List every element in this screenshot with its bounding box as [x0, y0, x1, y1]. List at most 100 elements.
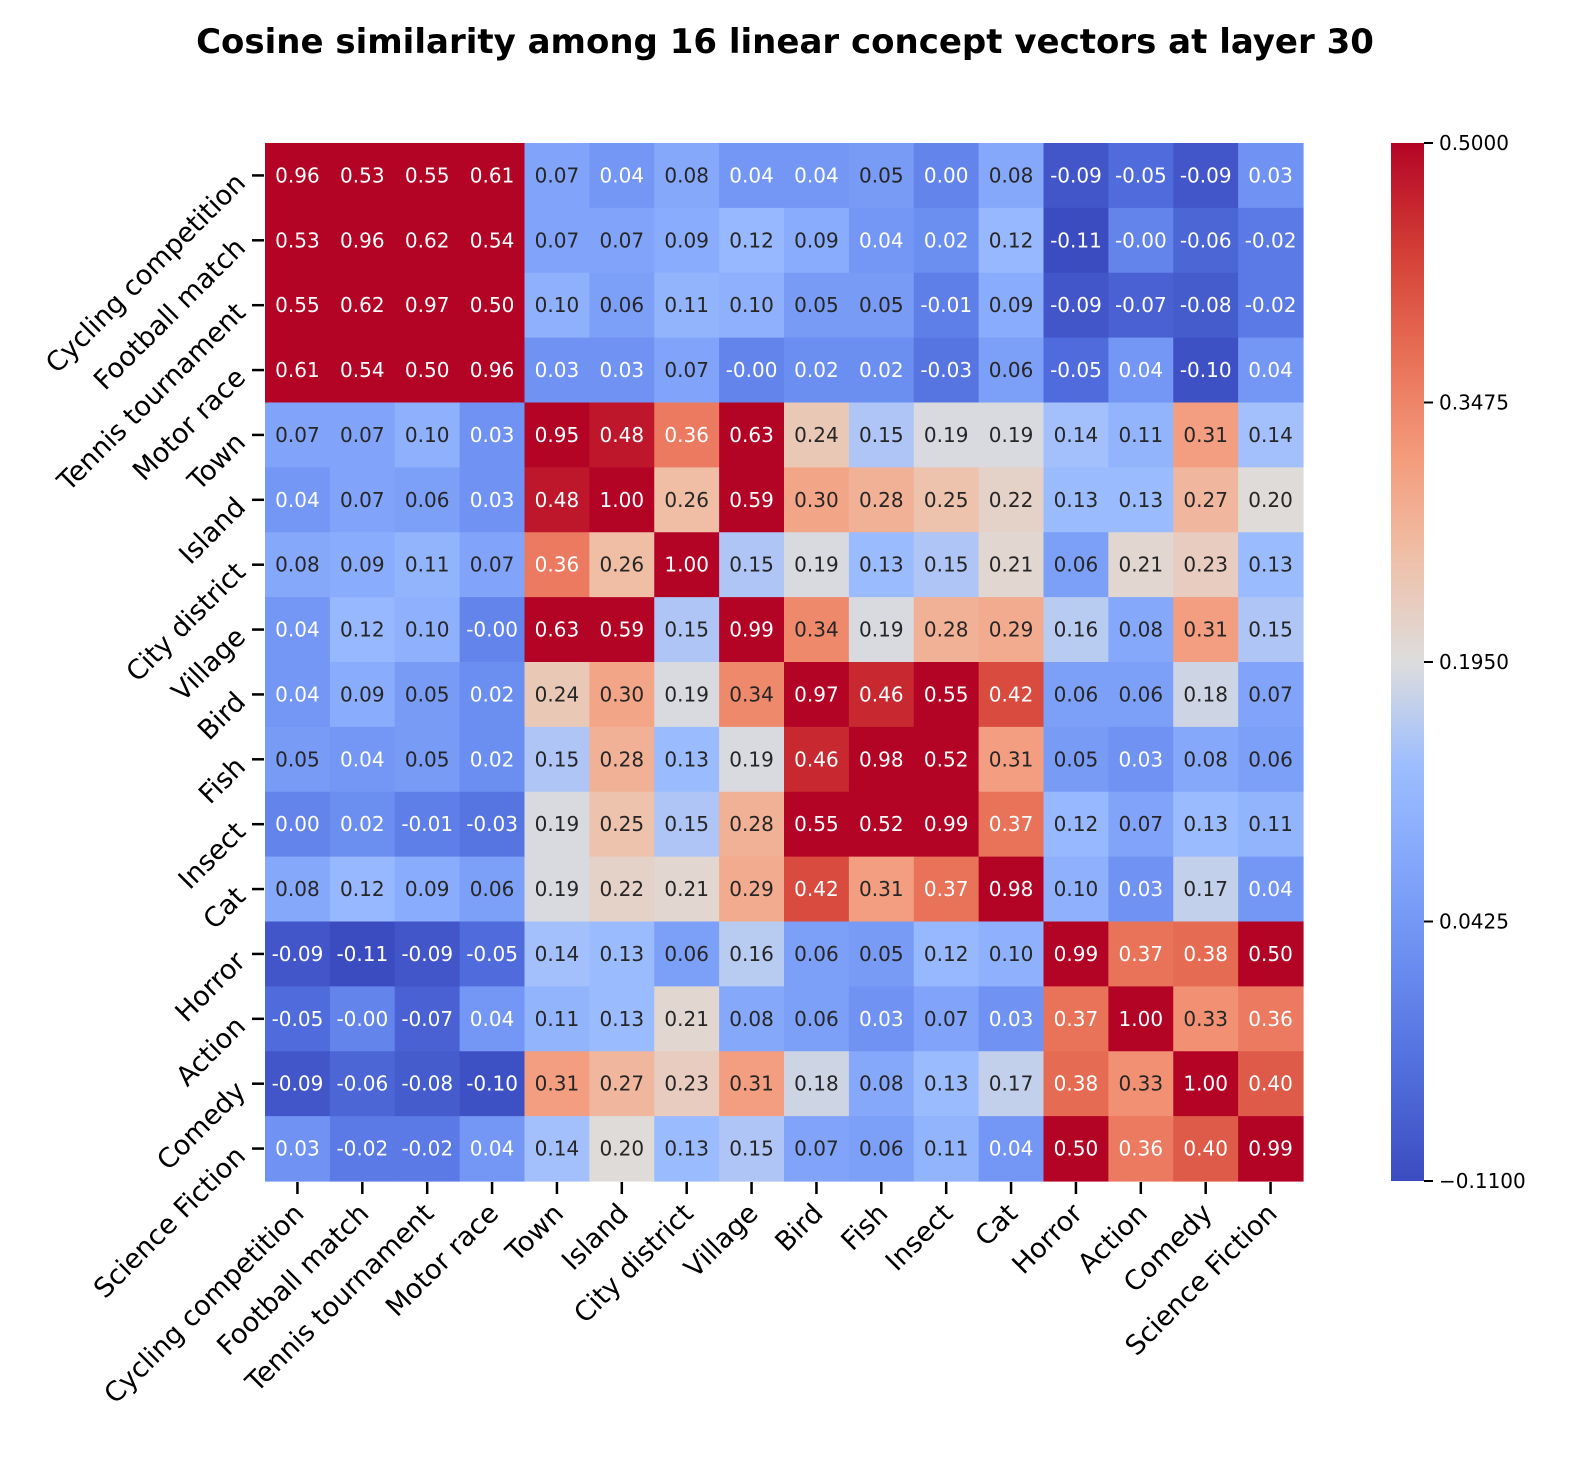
cell-value-label: 0.36 — [1248, 1007, 1293, 1031]
cell-value-label: -0.08 — [1180, 293, 1232, 317]
heatmap-cell — [329, 986, 396, 1052]
cell-value-label: 0.06 — [664, 942, 709, 966]
cell-value-label: -0.05 — [466, 942, 518, 966]
cell-value-label: 1.00 — [1183, 1072, 1228, 1096]
cell-value-label: 0.23 — [664, 1072, 709, 1096]
cell-value-label: 0.14 — [1054, 423, 1099, 447]
cell-value-label: 0.37 — [1054, 1007, 1099, 1031]
y-tick-label: Horror — [170, 945, 253, 1028]
cell-value-label: 0.26 — [664, 488, 709, 512]
heatmap-cell — [524, 402, 590, 468]
heatmap-cell — [784, 337, 850, 404]
cell-value-label: 0.07 — [600, 228, 645, 252]
heatmap-cell — [654, 272, 720, 339]
heatmap-cell — [1043, 986, 1109, 1052]
heatmap-cell — [1043, 402, 1109, 468]
heatmap-cell — [719, 597, 785, 663]
heatmap-cell — [1238, 143, 1304, 209]
cell-value-label: -0.09 — [401, 942, 453, 966]
cell-value-label: 0.21 — [1119, 553, 1164, 577]
heatmap-cell — [1238, 532, 1304, 598]
cell-value-label: 0.10 — [729, 293, 774, 317]
cell-value-label: 0.11 — [405, 553, 450, 577]
colorbar-tick-label: 0.3475 — [1439, 391, 1509, 415]
cell-value-label: 0.15 — [664, 812, 709, 836]
cell-value-label: 0.08 — [664, 163, 709, 187]
cell-value-label: 0.02 — [340, 812, 385, 836]
heatmap-cell — [913, 337, 980, 404]
cell-value-label: 0.11 — [535, 1007, 580, 1031]
heatmap-cell — [1043, 856, 1109, 923]
cell-value-label: 0.07 — [535, 163, 580, 187]
heatmap-cell — [654, 662, 720, 728]
cell-value-label: 0.21 — [989, 553, 1034, 577]
cell-value-label: -0.05 — [272, 1007, 324, 1031]
cell-value-label: 0.19 — [535, 812, 580, 836]
cell-value-label: 0.05 — [405, 682, 450, 706]
heatmap-cell — [1108, 791, 1174, 858]
cell-value-label: 0.36 — [535, 553, 580, 577]
heatmap-cell — [459, 402, 526, 468]
cell-value-label: 0.29 — [989, 618, 1034, 642]
cell-value-label: 0.09 — [340, 553, 385, 577]
heatmap-cell — [719, 337, 785, 404]
heatmap-cell — [1238, 921, 1304, 987]
cell-value-label: 1.00 — [600, 488, 645, 512]
cell-value-label: 0.07 — [1248, 682, 1293, 706]
heatmap-cell — [329, 1051, 396, 1117]
cell-value-label: 0.02 — [470, 747, 515, 771]
cell-value-label: 0.25 — [600, 812, 645, 836]
heatmap-cell — [459, 597, 526, 663]
cell-value-label: -0.01 — [401, 812, 453, 836]
cell-value-label: 0.02 — [470, 682, 515, 706]
cell-value-label: 0.98 — [989, 877, 1034, 901]
cell-value-label: 0.53 — [340, 163, 385, 187]
heatmap-cell — [719, 1116, 785, 1182]
cell-value-label: 0.99 — [1248, 1137, 1293, 1161]
heatmap-cell — [654, 207, 720, 274]
cell-value-label: 0.02 — [859, 358, 904, 382]
cell-value-label: -0.09 — [1050, 163, 1102, 187]
heatmap-cell — [978, 402, 1045, 468]
cell-value-label: 0.53 — [275, 228, 320, 252]
cell-value-label: 0.13 — [664, 747, 709, 771]
heatmap-cell — [654, 1116, 720, 1182]
heatmap-cell — [1108, 597, 1174, 663]
cell-value-label: 0.24 — [794, 423, 839, 447]
cell-value-label: 0.25 — [924, 488, 969, 512]
cell-value-label: 0.36 — [664, 423, 709, 447]
cell-value-label: 0.99 — [729, 618, 774, 642]
heatmap-cell — [589, 532, 655, 598]
heatmap-cell — [784, 1051, 850, 1117]
cell-value-label: 0.34 — [794, 618, 839, 642]
heatmap-cell — [459, 272, 526, 339]
cell-value-label: 0.27 — [1183, 488, 1228, 512]
heatmap-cell — [1173, 791, 1239, 858]
heatmap-cell — [394, 597, 461, 663]
cell-value-label: 0.15 — [664, 618, 709, 642]
cell-value-label: 0.07 — [470, 553, 515, 577]
cell-value-label: 0.07 — [275, 423, 320, 447]
cell-value-label: 0.22 — [600, 877, 645, 901]
heatmap-cell — [1173, 337, 1239, 404]
cell-value-label: 0.19 — [924, 423, 969, 447]
cell-value-label: -0.11 — [1050, 228, 1102, 252]
cell-value-label: 0.03 — [470, 423, 515, 447]
heatmap-cell — [459, 207, 526, 274]
cell-value-label: -0.08 — [401, 1072, 453, 1096]
cell-value-label: 0.15 — [535, 747, 580, 771]
cell-value-label: 0.13 — [1119, 488, 1164, 512]
cell-value-label: 0.63 — [729, 423, 774, 447]
cell-value-label: 0.99 — [924, 812, 969, 836]
cell-value-label: 0.21 — [664, 877, 709, 901]
heatmap-cell — [394, 532, 461, 598]
heatmap-cell — [1238, 662, 1304, 728]
heatmap-cell — [913, 143, 980, 209]
cell-value-label: 0.19 — [859, 618, 904, 642]
heatmap-cell — [848, 467, 915, 533]
heatmap-cell — [589, 207, 655, 274]
heatmap-cell — [848, 856, 915, 923]
heatmap-cell — [719, 207, 785, 274]
heatmap-cell — [654, 143, 720, 209]
